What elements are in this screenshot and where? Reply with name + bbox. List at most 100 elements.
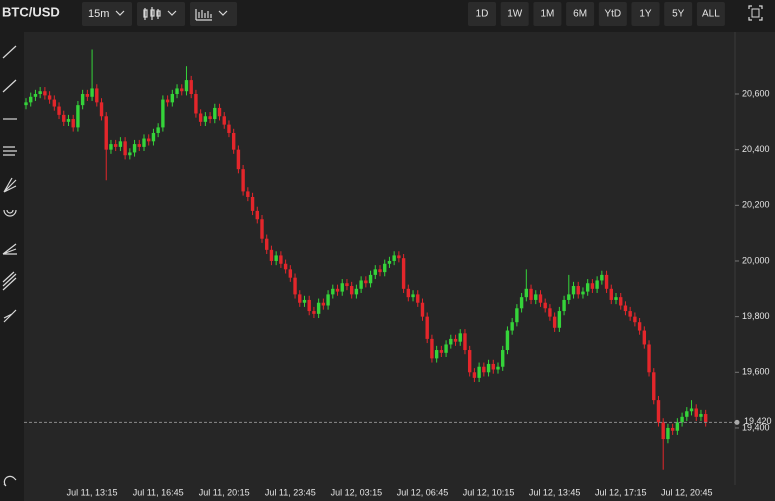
interval: 15m — [88, 8, 109, 20]
candle-body — [496, 366, 500, 370]
candle-body — [283, 263, 288, 270]
candle-body — [62, 114, 66, 122]
candle-body — [510, 322, 514, 331]
range-button-bg — [533, 2, 562, 26]
candle-body — [576, 286, 580, 295]
candle-body — [203, 116, 208, 122]
candle-body — [364, 280, 368, 284]
x-tick-label: Jul 12, 13:45 — [529, 487, 581, 497]
candle-body — [477, 366, 481, 378]
candle-body — [47, 95, 52, 100]
candle-body — [652, 372, 656, 401]
tool-channel[interactable] — [3, 146, 17, 156]
candle-body — [142, 138, 146, 147]
tool-magnet[interactable] — [3, 475, 17, 487]
range-button[interactable]: 1W — [500, 2, 529, 26]
candle-body — [198, 113, 203, 122]
candle-body — [642, 330, 647, 345]
candle-body — [467, 350, 472, 373]
candle-body — [38, 91, 42, 95]
tool-pitchfork[interactable] — [3, 309, 17, 323]
candle-body — [241, 169, 245, 192]
candle-body — [420, 302, 425, 317]
tool-fib[interactable] — [2, 271, 17, 291]
candle-body — [581, 291, 585, 295]
candle-body — [392, 255, 396, 261]
range-button-bg — [664, 2, 693, 26]
candle-body — [293, 277, 297, 295]
candle-body — [486, 363, 491, 373]
range-button[interactable]: 1M — [533, 2, 562, 26]
range-label: 1Y — [639, 9, 652, 20]
candle-body — [689, 408, 694, 412]
candle-body — [519, 297, 524, 309]
candle-body — [623, 305, 628, 312]
candle-body — [161, 99, 165, 128]
candle-body — [373, 269, 377, 275]
range-button-bg — [468, 2, 496, 26]
candle-body — [132, 144, 137, 153]
candle-body — [307, 299, 311, 312]
tool-trendline[interactable] — [2, 45, 17, 59]
candle-body — [189, 80, 193, 95]
candle-body — [113, 144, 118, 147]
range-label: 6M — [573, 9, 587, 20]
x-tick-label: Jul 11, 20:15 — [199, 487, 250, 497]
candle-body — [184, 80, 189, 92]
range-button[interactable]: 5Y — [664, 2, 693, 26]
symbol: BTC/USD — [2, 4, 60, 19]
indicator-select[interactable] — [190, 2, 237, 26]
candle-body — [425, 316, 429, 339]
candle-body — [604, 274, 609, 289]
candle-body — [552, 316, 557, 328]
range-button[interactable]: ALL — [696, 2, 725, 26]
candle-body — [288, 269, 293, 278]
candle-body — [345, 283, 349, 287]
range-button[interactable]: 1D — [468, 2, 496, 26]
candle-body — [694, 408, 698, 417]
candle-body — [217, 107, 222, 117]
candle-body — [95, 88, 99, 103]
x-tick-label: Jul 11, 16:45 — [133, 487, 184, 497]
candle-body — [331, 288, 335, 295]
candle-body — [557, 311, 562, 328]
candle-body — [165, 99, 170, 103]
candle-body — [368, 274, 373, 284]
last-price-dot — [734, 419, 740, 425]
range-button[interactable]: 6M — [566, 2, 595, 26]
tool-arc[interactable] — [3, 209, 17, 217]
tool-gann[interactable] — [2, 243, 17, 255]
tool-fan[interactable] — [3, 177, 17, 193]
y-tick-label: 20,600 — [742, 88, 770, 98]
x-tick-label: Jul 11, 23:45 — [265, 487, 316, 497]
candle-body — [383, 263, 387, 273]
x-tick-label: Jul 12, 03:15 — [331, 487, 383, 497]
candle-body — [99, 102, 104, 117]
range-button-bg — [598, 2, 627, 26]
range-label: 1M — [540, 9, 554, 20]
tool-ray[interactable] — [2, 79, 17, 93]
candle-body — [666, 427, 670, 440]
candle-body — [354, 288, 359, 295]
candle-body — [600, 274, 604, 281]
interval-select[interactable]: 15m — [82, 2, 132, 26]
candle-body — [43, 91, 47, 96]
range-label: ALL — [702, 9, 720, 20]
candle-body — [585, 283, 590, 292]
range-button[interactable]: YtD — [598, 2, 627, 26]
candle-body — [548, 308, 552, 317]
candle-body — [321, 302, 326, 306]
candle-body — [170, 94, 175, 103]
candle-body — [222, 116, 226, 125]
candle-body — [123, 141, 127, 156]
candle-body — [236, 149, 241, 170]
fullscreen-button[interactable] — [748, 5, 763, 21]
candle-body — [231, 132, 236, 150]
chart-type-select[interactable] — [137, 2, 185, 26]
x-tick-label: Jul 11, 13:15 — [67, 487, 118, 497]
range-button[interactable]: 1Y — [631, 2, 660, 26]
candle-body — [340, 283, 344, 292]
candle-body — [567, 294, 571, 300]
candle-body — [685, 411, 689, 417]
candle-body — [453, 338, 458, 342]
